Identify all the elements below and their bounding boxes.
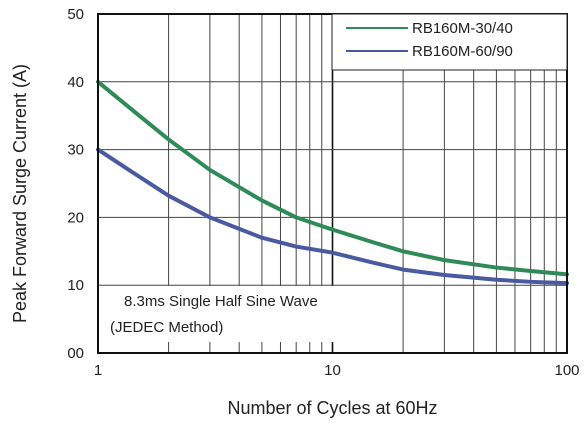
annotation: 8.3ms Single Half Sine Wave (JEDEC Metho… xyxy=(103,286,343,342)
x-tick-label: 100 xyxy=(554,362,579,379)
annotation-line-1: 8.3ms Single Half Sine Wave xyxy=(124,293,318,310)
series-line-rb160m-60-90 xyxy=(96,147,569,286)
legend-label-rb160m-30-40: RB160M-30/40 xyxy=(412,20,513,37)
x-axis-label: Number of Cycles at 60Hz xyxy=(227,398,437,418)
axes: 00 10 20 30 40 50 1 10 100 xyxy=(67,6,579,379)
legend-background xyxy=(331,13,568,71)
y-tick-label: 10 xyxy=(67,277,84,294)
series-line-rb160m-30-40 xyxy=(96,79,569,277)
annotation-line-2: (JEDEC Method) xyxy=(110,319,223,336)
y-tick-label: 30 xyxy=(67,142,84,159)
y-tick-label: 50 xyxy=(67,6,84,23)
y-tick-label: 40 xyxy=(67,74,84,91)
y-tick-label: 00 xyxy=(67,345,84,362)
series-layer xyxy=(96,79,569,286)
annotation-background xyxy=(103,286,343,342)
legend: RB160M-30/40 RB160M-60/90 xyxy=(331,13,568,71)
x-tick-label: 10 xyxy=(324,362,341,379)
y-axis-label: Peak Forward Surge Current (A) xyxy=(10,64,30,323)
legend-label-rb160m-60-90: RB160M-60/90 xyxy=(412,43,513,60)
x-tick-label: 1 xyxy=(94,362,102,379)
y-tick-label: 20 xyxy=(67,209,84,226)
